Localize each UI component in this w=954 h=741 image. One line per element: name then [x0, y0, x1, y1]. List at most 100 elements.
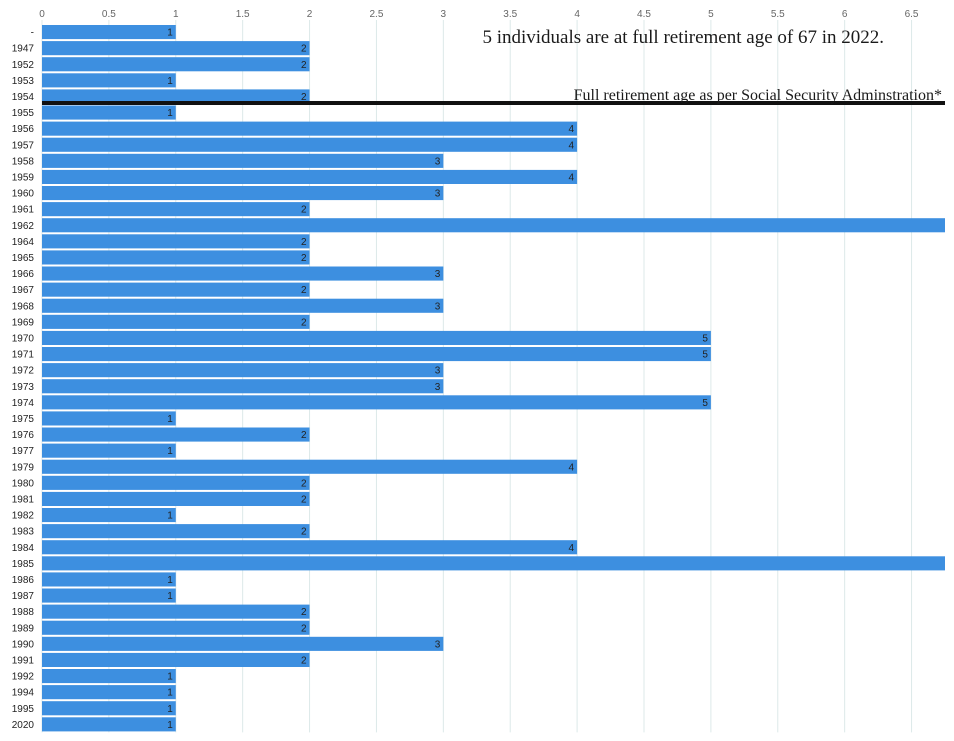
bar: [42, 620, 310, 635]
x-tick-label: 1: [173, 9, 179, 20]
bar: [42, 572, 176, 587]
data-label: 1: [167, 108, 173, 119]
y-category-label: 1967: [12, 285, 35, 296]
y-category-label: 1956: [12, 124, 35, 135]
y-category-label: 1982: [12, 511, 35, 522]
data-label: 4: [569, 124, 575, 135]
annotation-reference-line: Full retirement age as per Social Securi…: [574, 87, 942, 104]
bar: [42, 379, 444, 394]
bar: [42, 121, 578, 136]
bar: [42, 443, 176, 458]
data-label: 3: [435, 269, 441, 280]
bar: [42, 395, 711, 410]
data-label: 1: [167, 414, 173, 425]
y-category-label: 1994: [12, 688, 35, 699]
y-category-label: 1986: [12, 575, 35, 586]
bar: [42, 363, 444, 378]
y-category-label: 1976: [12, 430, 35, 441]
y-category-label: 1960: [12, 189, 35, 200]
bar: [42, 540, 578, 555]
data-label: 2: [301, 60, 307, 71]
y-category-label: 1968: [12, 301, 35, 312]
y-category-label: 1980: [12, 478, 35, 489]
y-axis-categories: - 1947 1952 1953 1954 1955 1956 1957 1958 1959 196…: [12, 28, 35, 731]
bar: [42, 556, 945, 571]
data-label: 4: [569, 140, 575, 151]
data-label: 4: [569, 462, 575, 473]
bar: [42, 636, 444, 651]
y-category-label: 1952: [12, 60, 35, 71]
y-category-label: 1989: [12, 623, 35, 634]
bar: [42, 234, 310, 249]
data-label: 4: [569, 172, 575, 183]
data-label: 2: [301, 44, 307, 55]
bar: [42, 266, 444, 281]
y-category-label: 1975: [12, 414, 35, 425]
data-label: 2: [301, 237, 307, 248]
x-tick-label: 3.5: [503, 9, 517, 20]
bar: [42, 314, 310, 329]
bar: [42, 685, 176, 700]
bar: [42, 524, 310, 539]
bar: [42, 588, 176, 603]
y-category-label: 1988: [12, 607, 35, 618]
y-category-label: 1972: [12, 366, 35, 377]
bar: [42, 186, 444, 201]
y-category-label: 1969: [12, 317, 35, 328]
y-category-label: 1979: [12, 462, 35, 473]
y-category-label: 1962: [12, 221, 35, 232]
bars: [42, 25, 945, 732]
data-label: 2: [301, 253, 307, 264]
bar: [42, 459, 578, 474]
y-category-label: 1985: [12, 559, 35, 570]
x-tick-label: 2: [307, 9, 313, 20]
y-category-label: 1971: [12, 350, 35, 361]
data-label: 1: [167, 688, 173, 699]
y-category-label: 1970: [12, 333, 35, 344]
x-tick-label: 0: [39, 9, 45, 20]
data-label: 2: [301, 623, 307, 634]
data-label: 2: [301, 478, 307, 489]
y-category-label: 1974: [12, 398, 35, 409]
y-category-label: 1983: [12, 527, 35, 538]
bar: [42, 73, 176, 88]
y-category-label: 1954: [12, 92, 35, 103]
bar: [42, 250, 310, 265]
x-axis-ticks: 0 0.5 1 1.5 2 2.5 3 3.5 4 4.5 5 5.5 6 6.5: [39, 9, 919, 20]
data-label: 1: [167, 446, 173, 457]
bar: [42, 330, 711, 345]
y-category-label: 1964: [12, 237, 35, 248]
data-label: 5: [702, 333, 708, 344]
data-label: 2: [301, 317, 307, 328]
bar: [42, 411, 176, 426]
y-category-label: 1959: [12, 172, 35, 183]
data-label: 2: [301, 655, 307, 666]
data-label: 1: [167, 720, 173, 731]
data-label: 2: [301, 527, 307, 538]
data-label: 1: [167, 511, 173, 522]
data-label: 2: [301, 205, 307, 216]
y-category-label: 1992: [12, 672, 35, 683]
bar: [42, 669, 176, 684]
x-tick-label: 5: [708, 9, 714, 20]
y-category-label: 1966: [12, 269, 35, 280]
data-label: 3: [435, 382, 441, 393]
y-category-label: -: [31, 28, 34, 39]
data-label: 3: [435, 301, 441, 312]
bar: [42, 508, 176, 523]
data-label: 1: [167, 591, 173, 602]
data-label: 1: [167, 76, 173, 87]
x-tick-label: 3: [441, 9, 447, 20]
data-label: 2: [301, 430, 307, 441]
bar: [42, 427, 310, 442]
annotation-retirement-count: 5 individuals are at full retirement age…: [482, 27, 884, 48]
y-category-label: 1955: [12, 108, 35, 119]
x-tick-label: 4: [574, 9, 580, 20]
x-tick-label: 6: [842, 9, 848, 20]
y-category-label: 1981: [12, 494, 35, 505]
bar: [42, 202, 310, 217]
bar: [42, 25, 176, 40]
x-tick-label: 6.5: [905, 9, 919, 20]
y-category-label: 1990: [12, 639, 35, 650]
bar: [42, 701, 176, 716]
